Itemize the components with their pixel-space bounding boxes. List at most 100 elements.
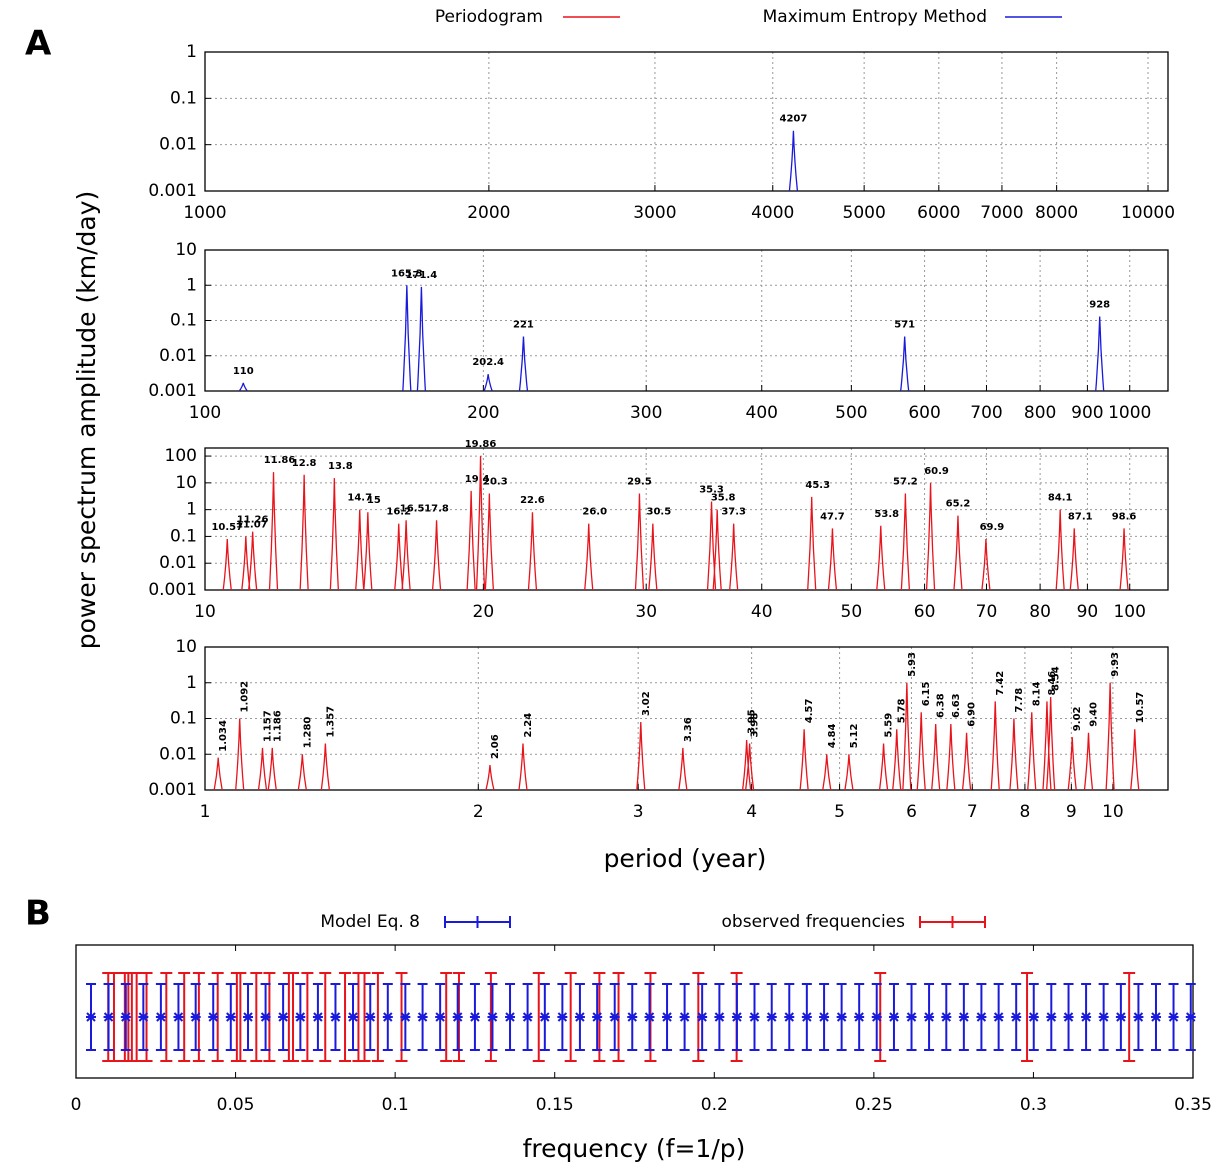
peak bbox=[634, 493, 645, 591]
peak-label: 3.98 bbox=[750, 713, 761, 738]
peak bbox=[892, 729, 902, 791]
error-bar bbox=[243, 983, 254, 1051]
peak-label: 10.57 bbox=[1135, 692, 1146, 724]
peak bbox=[363, 512, 373, 591]
error-bar bbox=[382, 983, 393, 1051]
peak-label: 30.5 bbox=[646, 507, 671, 518]
y-tick-label: 1 bbox=[186, 673, 197, 693]
error-bar bbox=[679, 983, 690, 1051]
x-tick-label: 30 bbox=[635, 602, 657, 622]
error-bar bbox=[1021, 972, 1034, 1062]
peak-label: 15 bbox=[367, 495, 381, 506]
peak-label: 65.2 bbox=[946, 499, 971, 510]
peak bbox=[402, 285, 412, 392]
peak bbox=[807, 496, 817, 591]
x-tick-label: 0.05 bbox=[217, 1095, 255, 1115]
peak bbox=[648, 523, 658, 591]
error-bar bbox=[435, 983, 446, 1051]
peak-label: 84.1 bbox=[1048, 493, 1073, 504]
error-bar bbox=[801, 983, 812, 1051]
peak-label: 6.63 bbox=[951, 693, 962, 718]
error-bar bbox=[1028, 983, 1039, 1051]
x-tick-label: 20 bbox=[473, 602, 495, 622]
peak-label: 57.2 bbox=[893, 477, 918, 488]
peak-label: 4.84 bbox=[827, 724, 838, 749]
error-bar bbox=[1081, 983, 1092, 1051]
peak bbox=[876, 525, 886, 591]
peak bbox=[483, 374, 493, 392]
peak-label: 16.5 bbox=[400, 503, 425, 514]
peak bbox=[878, 743, 889, 791]
peak bbox=[1095, 316, 1105, 392]
peak-label: 202.4 bbox=[472, 357, 504, 368]
x-tick-label: 200 bbox=[467, 403, 499, 423]
peak bbox=[1067, 737, 1077, 791]
error-bar bbox=[714, 983, 725, 1051]
peak-label: 9.93 bbox=[1110, 652, 1121, 677]
x-tick-label: 800 bbox=[1024, 403, 1056, 423]
peak bbox=[299, 474, 309, 591]
x-tick-label: 7 bbox=[967, 802, 978, 822]
x-tick-label: 600 bbox=[908, 403, 940, 423]
y-tick-label: 0.001 bbox=[148, 381, 197, 401]
peak bbox=[518, 336, 529, 392]
peak-label: 5.93 bbox=[907, 652, 918, 677]
y-tick-label: 0.001 bbox=[148, 780, 197, 800]
peak bbox=[844, 754, 854, 791]
error-bar bbox=[319, 972, 332, 1062]
y-axis-label: power spectrum amplitude (km/day) bbox=[72, 191, 101, 649]
peak-label: 29.5 bbox=[627, 477, 652, 488]
error-bar bbox=[330, 983, 341, 1051]
peak-label: 2.24 bbox=[523, 713, 534, 738]
peak bbox=[729, 523, 739, 591]
peak bbox=[475, 456, 486, 591]
peak-label: 53.8 bbox=[874, 509, 899, 520]
peak-label: 6.15 bbox=[921, 681, 932, 706]
peak-label: 19.86 bbox=[465, 439, 497, 450]
error-bar bbox=[731, 983, 742, 1051]
x-tick-label: 0.3 bbox=[1020, 1095, 1047, 1115]
peak bbox=[416, 286, 427, 392]
x-tick-label: 3000 bbox=[633, 203, 676, 223]
peak-label: 7.78 bbox=[1014, 688, 1025, 713]
x-tick-label: 60 bbox=[914, 602, 936, 622]
peak-label: 1.280 bbox=[302, 717, 313, 749]
x-tick-label: 1 bbox=[200, 802, 211, 822]
peak-label: 37.3 bbox=[721, 507, 746, 518]
error-bar bbox=[1150, 983, 1161, 1051]
peak bbox=[744, 743, 755, 791]
error-bar bbox=[417, 983, 428, 1051]
peak bbox=[1009, 718, 1019, 791]
peak-label: 5.12 bbox=[849, 724, 860, 749]
peak-label: 3.02 bbox=[641, 691, 652, 716]
error-bar bbox=[1098, 983, 1109, 1051]
error-bar bbox=[924, 983, 935, 1051]
plot-frame bbox=[75, 944, 1194, 1079]
peak bbox=[329, 478, 339, 591]
error-bar bbox=[958, 983, 969, 1051]
y-tick-label: 0.01 bbox=[159, 346, 197, 366]
error-bar bbox=[539, 983, 550, 1051]
peak bbox=[485, 764, 495, 791]
error-bar bbox=[644, 983, 655, 1051]
legend-label: Periodogram bbox=[435, 7, 543, 27]
error-bar bbox=[871, 983, 882, 1051]
error-bar bbox=[1115, 983, 1126, 1051]
peak-label: 19.4 bbox=[465, 474, 490, 485]
peak-label: 4.57 bbox=[804, 699, 815, 724]
error-bar bbox=[250, 972, 263, 1062]
peak-label: 6.38 bbox=[936, 693, 947, 718]
error-bar bbox=[888, 983, 899, 1051]
error-bar bbox=[85, 983, 96, 1051]
peak-label: 2.06 bbox=[490, 734, 501, 759]
peak-label: 9.02 bbox=[1072, 706, 1083, 731]
x-tick-label: 100 bbox=[189, 403, 221, 423]
error-bar bbox=[532, 972, 545, 1062]
x-tick-label: 70 bbox=[976, 602, 998, 622]
peak bbox=[1042, 701, 1052, 791]
peak bbox=[527, 512, 538, 591]
peak bbox=[297, 754, 307, 791]
error-bar bbox=[854, 983, 865, 1051]
y-tick-label: 1 bbox=[186, 42, 197, 62]
peak-label: 171.4 bbox=[406, 270, 438, 281]
